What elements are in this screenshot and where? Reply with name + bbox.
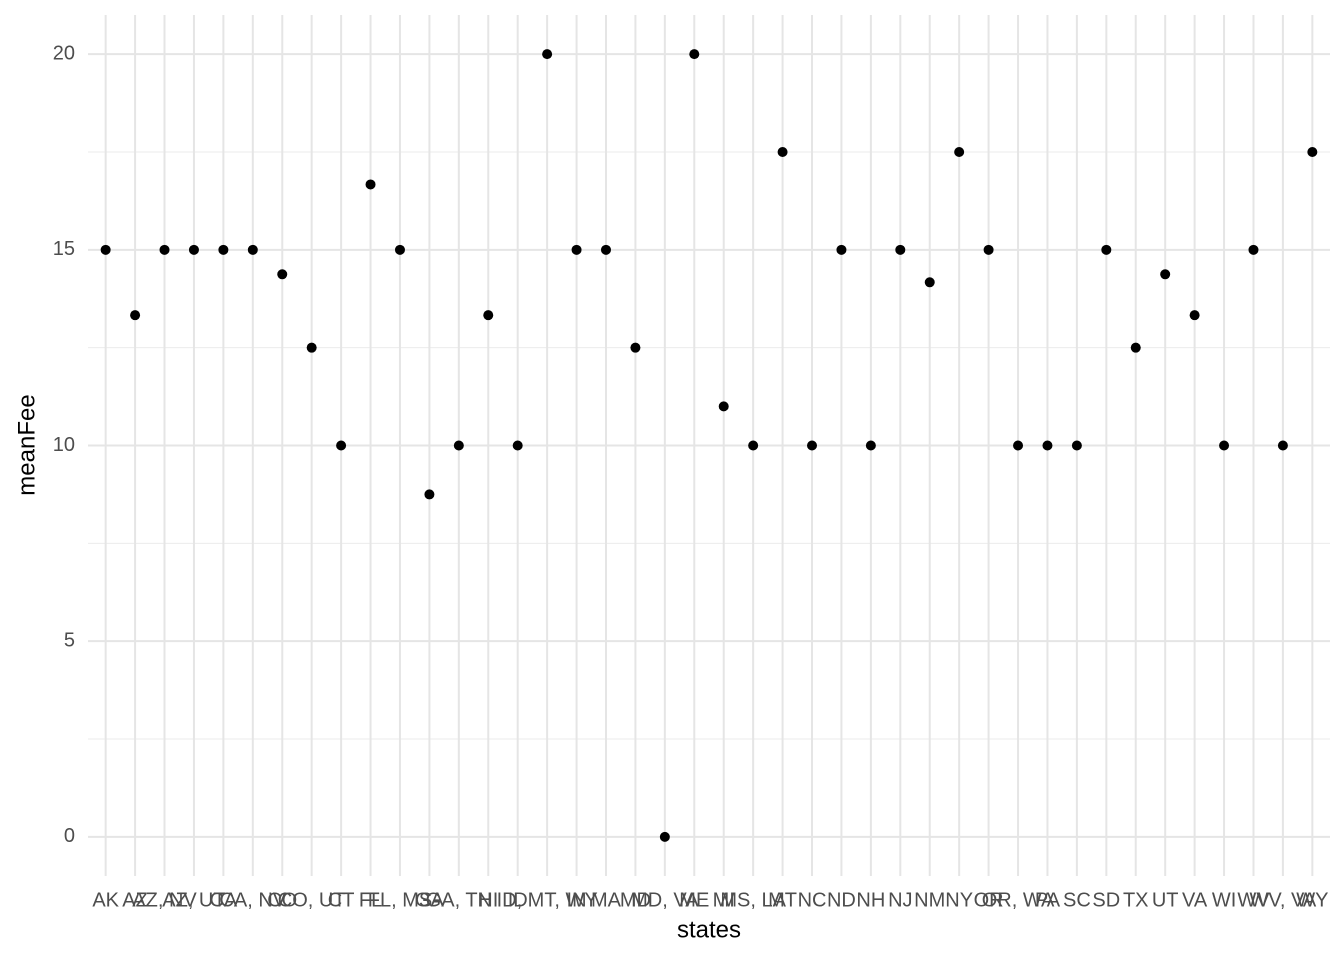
x-tick-label: CA, NV [219,889,286,911]
point [218,244,229,255]
y-tick-label: 20 [53,42,75,64]
point [748,440,759,451]
point [424,489,435,500]
x-tick-label: MI [713,889,735,911]
point [1071,440,1082,451]
point [100,244,111,255]
point [512,440,523,451]
point [954,146,965,157]
x-tick-label: SC [1063,889,1091,911]
point [1160,269,1171,280]
point [130,310,141,321]
x-tick-label: MT [768,889,797,911]
x-tick-label: WI [1212,889,1236,911]
x-tick-label: MA [591,889,622,911]
x-tick-label: MD [620,889,651,911]
x-tick-label: FL [359,889,382,911]
point [865,440,876,451]
y-tick-label: 5 [64,629,75,651]
point [394,244,405,255]
point [983,244,994,255]
point [571,244,582,255]
x-tick-label: CO, UT [278,889,346,911]
x-tick-label: IN [567,889,587,911]
x-tick-label: HI [478,889,498,911]
y-tick-label: 10 [53,434,75,456]
point [277,269,288,280]
x-tick-label: VA [1182,889,1208,911]
point [1101,244,1112,255]
point [188,244,199,255]
x-tick-label: CA [209,889,237,911]
x-tick-label: AZ, NV [132,889,197,911]
point [836,244,847,255]
point [1219,440,1230,451]
x-tick-label: WV, VA [1250,889,1317,911]
x-tick-label: NH [856,889,885,911]
point [1130,342,1141,353]
x-tick-label: PA [1035,889,1061,911]
point [453,440,464,451]
point [1248,244,1259,255]
x-tick-label: NY [945,889,973,911]
x-tick-label: NM [914,889,945,911]
x-tick-label: WV [1237,889,1270,911]
point [895,244,906,255]
x-tick-label: GA [415,889,445,911]
x-tick-label: MS, LA [720,889,786,911]
point [336,440,347,451]
point [365,179,376,190]
point [807,440,818,451]
x-tick-label: NC [798,889,827,911]
point [777,146,788,157]
x-tick-label: GA, TN [426,889,492,911]
x-tick-label: CT [328,889,355,911]
point [1189,310,1200,321]
point [247,244,258,255]
point [1042,440,1053,451]
y-axis-title: meanFee [13,394,40,495]
point [659,831,670,842]
point [542,49,553,60]
point [483,310,494,321]
point [718,401,729,412]
point [159,244,170,255]
point [1277,440,1288,451]
y-tick-label: 15 [53,238,75,260]
x-tick-label: WY [1296,889,1328,911]
x-tick-label: AZ [122,889,148,911]
point [630,342,641,353]
x-tick-label: MD, VA [631,889,699,911]
x-tick-label: AK [92,889,119,911]
x-tick-label: SD [1092,889,1120,911]
x-tick-label: OR, WA [982,889,1055,911]
point [600,244,611,255]
point [306,342,317,353]
point [689,49,700,60]
grid [88,15,1330,876]
point [924,277,935,288]
x-tick-label: ME [679,889,709,911]
x-tick-label: UT [1152,889,1179,911]
x-tick-label: AZ, UT [162,889,225,911]
x-axis-title: states [677,916,741,943]
x-tick-label: ND [827,889,856,911]
point [1307,146,1318,157]
x-tick-label: ID, MT, WY [497,889,598,911]
x-tick-label: FL, MS [368,889,432,911]
x-tick-label: OR [974,889,1004,911]
x-tick-label: NJ [888,889,912,911]
point [1013,440,1024,451]
marks [100,49,1318,842]
y-tick-label: 0 [64,825,75,847]
x-tick-label: CO [267,889,297,911]
x-tick-label: TX [1123,889,1149,911]
x-tick-label: ID [508,889,528,911]
